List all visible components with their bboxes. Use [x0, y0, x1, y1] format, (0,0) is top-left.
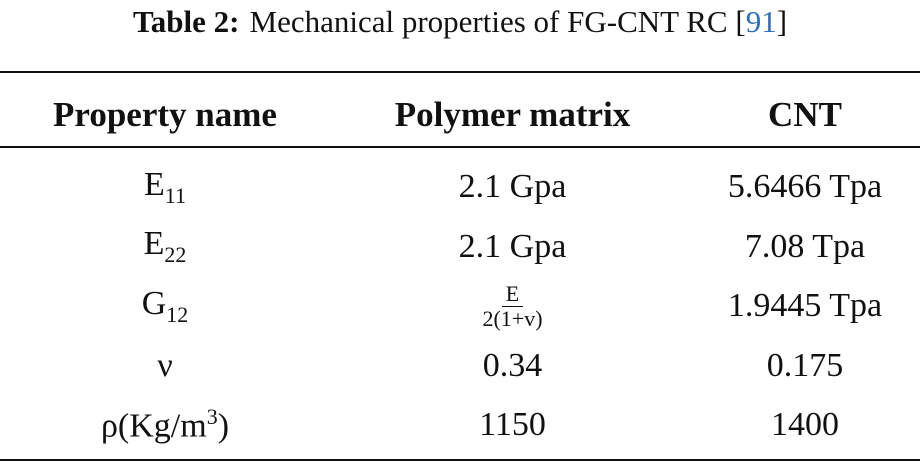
symbol: ρ(Kg/m3) [101, 404, 229, 445]
cell-text: 0.175 [766, 346, 844, 384]
cell-text: Property name [53, 95, 277, 134]
table-row: E22 2.1 Gpa 7.08 Tpa [0, 218, 920, 276]
table-cell: E11 [0, 158, 330, 216]
cell-text: CNT [768, 95, 842, 134]
subscript: 22 [164, 241, 187, 267]
table-cell: 1150 [345, 396, 680, 454]
symbol-base: ρ(Kg/m [100, 407, 207, 445]
cell-text: 5.6466 Tpa [727, 168, 883, 205]
symbol: E11 [144, 166, 186, 209]
cell-text: 1.9445 Tpa [727, 287, 883, 324]
caption: Table 2: Mechanical properties of FG-CNT … [0, 0, 920, 44]
table-cell: 2.1 Gpa [345, 218, 680, 276]
header-cell: Property name [0, 86, 330, 144]
top-rule [0, 71, 920, 73]
caption-label: Table 2: [132, 4, 240, 39]
symbol: E22 [144, 225, 187, 268]
table-cell: 1400 [690, 396, 920, 454]
symbol-tail: ) [217, 407, 230, 445]
table-row: ρ(Kg/m3) 1150 1400 [0, 396, 920, 454]
table-row: E11 2.1 Gpa 5.6466 Tpa [0, 158, 920, 216]
cell-text: Polymer matrix [394, 95, 631, 134]
table-cell: ρ(Kg/m3) [0, 396, 330, 454]
subscript: 12 [166, 301, 189, 327]
table-cell: 1.9445 Tpa [690, 277, 920, 335]
table-cell: 2.1 Gpa [345, 158, 680, 216]
symbol-base: G [141, 284, 167, 322]
table-cell: E 2(1+v) [345, 277, 680, 335]
table-cell: E22 [0, 218, 330, 276]
table-cell: 0.34 [345, 337, 680, 395]
caption-text: Mechanical properties of FG-CNT RC [249, 4, 728, 39]
symbol-base: E [144, 165, 165, 203]
cell-text: 1400 [771, 406, 839, 443]
header-cell: Polymer matrix [345, 86, 680, 144]
table-cell: 7.08 Tpa [690, 218, 920, 276]
cell-text: 0.34 [482, 346, 543, 384]
citation-link[interactable]: 91 [745, 4, 777, 39]
header-row: Property name Polymer matrix CNT [0, 86, 920, 144]
table-row: G12 E 2(1+v) 1.9445 Tpa [0, 277, 920, 335]
bracket: ] [776, 4, 788, 39]
fraction: E 2(1+v) [482, 281, 543, 331]
table-cell: 0.175 [690, 337, 920, 395]
bottom-rule [0, 459, 920, 461]
denominator: 2(1+v) [482, 305, 543, 331]
table-cell: 5.6466 Tpa [690, 158, 920, 216]
bracket: [ [735, 4, 746, 39]
cell-text: 2.1 Gpa [458, 168, 567, 205]
symbol-base: E [143, 225, 165, 263]
superscript: 3 [206, 404, 218, 430]
table-cell: G12 [0, 277, 330, 335]
subscript: 11 [164, 182, 186, 208]
header-cell: CNT [690, 86, 920, 144]
table-row: ν 0.34 0.175 [0, 337, 920, 395]
cell-text: 1150 [479, 406, 546, 443]
symbol: G12 [142, 285, 189, 328]
table-cell: ν [0, 337, 330, 395]
cell-text: ν [157, 346, 173, 384]
cell-text: 2.1 Gpa [458, 227, 567, 265]
cell-text: 7.08 Tpa [744, 227, 866, 265]
header-rule [0, 146, 920, 148]
numerator: E [501, 281, 524, 307]
